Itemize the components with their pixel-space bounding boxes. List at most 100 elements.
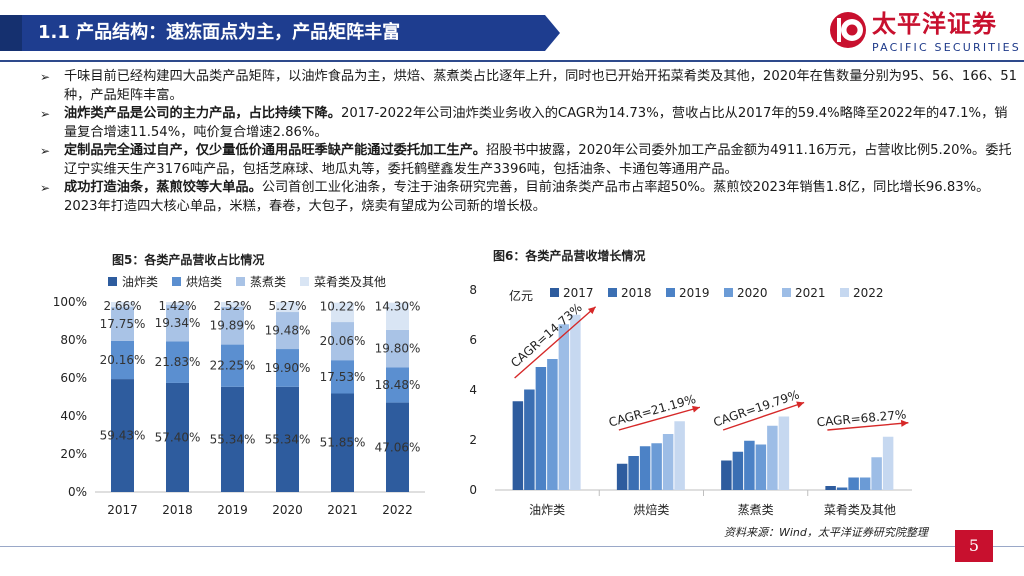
bullet-item: ➢ 成功打造油条，蒸煎饺等大单品。公司首创工业化油条，专注于油条研究完善，目前油… xyxy=(38,179,1018,216)
company-logo: 太平洋证券 PACIFIC SECURITIES xyxy=(828,6,1021,58)
bar-segment xyxy=(111,340,134,380)
x-tick-label: 2022 xyxy=(382,503,413,517)
logo-english-name: PACIFIC SECURITIES xyxy=(872,41,1021,54)
legend-label: 2018 xyxy=(621,286,652,300)
legend-swatch xyxy=(108,277,117,286)
data-label: 59.43% xyxy=(100,429,146,443)
title-banner: 1.1 产品结构：速冻面点为主，产品矩阵丰富 xyxy=(0,15,560,51)
bar-segment xyxy=(111,307,134,341)
bullet-item: ➢ 定制品完全通过自产，仅少量低价通用品旺季缺产能通过委托加工生产。招股书中披露… xyxy=(38,142,1018,179)
bullet-arrow-icon: ➢ xyxy=(40,181,51,195)
bar xyxy=(639,446,651,490)
bar-segment xyxy=(166,382,189,492)
data-label: 55.34% xyxy=(265,432,311,446)
legend-label: 油炸类 xyxy=(122,275,159,289)
x-tick-label: 2020 xyxy=(272,503,303,517)
pacific-logo-icon xyxy=(830,12,866,48)
bar-segment xyxy=(276,349,299,387)
bullet-text: 2017-2022年公司油炸类业务收入的CAGR为14.73%，营收占比从201… xyxy=(64,106,1008,140)
bullet-arrow-icon: ➢ xyxy=(40,107,51,121)
x-tick-label: 2018 xyxy=(162,503,193,517)
bar xyxy=(732,451,744,490)
cagr-arrow-head xyxy=(900,419,909,427)
cagr-arrow xyxy=(722,401,805,431)
y-axis-unit: 亿元 xyxy=(509,288,533,303)
header-divider xyxy=(0,60,1024,62)
legend-label: 2017 xyxy=(563,286,594,300)
data-label: 22.25% xyxy=(210,359,256,373)
figure5-title: 图5：各类产品营收占比情况 xyxy=(112,253,265,267)
page-title: 1.1 产品结构：速冻面点为主，产品矩阵丰富 xyxy=(38,22,401,43)
bar-segment xyxy=(331,360,354,394)
bar xyxy=(848,477,859,490)
data-label: 2.52% xyxy=(213,299,251,313)
bar-segment xyxy=(386,302,409,330)
legend-swatch xyxy=(782,288,791,297)
cagr-arrow-head xyxy=(691,405,700,413)
legend-swatch xyxy=(550,288,559,297)
y-tick-label: 20% xyxy=(60,447,87,461)
data-label: 19.89% xyxy=(210,319,256,333)
source-note: 资料来源：Wind，太平洋证券研究院整理 xyxy=(724,526,928,539)
bar xyxy=(778,416,790,490)
bullet-item: ➢ 油炸类产品是公司的主力产品，占比持续下降。2017-2022年公司油炸类业务… xyxy=(38,105,1018,142)
legend-label: 2021 xyxy=(795,286,826,300)
bar-segment xyxy=(386,329,409,368)
bar xyxy=(547,359,558,490)
legend-swatch xyxy=(724,288,733,297)
bar xyxy=(755,444,767,490)
cagr-arrow xyxy=(514,306,597,379)
bar-segment xyxy=(221,386,244,492)
legend-item: 油炸类 xyxy=(108,273,158,290)
title-banner-shape xyxy=(0,15,560,51)
cagr-arrow xyxy=(827,422,909,431)
y-tick-label: 6 xyxy=(469,333,477,347)
data-label: 17.53% xyxy=(320,370,366,384)
cagr-label: CAGR=68.27% xyxy=(816,407,907,429)
y-tick-label: 40% xyxy=(60,409,87,423)
legend-label: 2022 xyxy=(853,286,884,300)
bullet-list: ➢ 千味目前已经构建四大品类产品矩阵，以油炸食品为主，烘焙、蒸煮类占比逐年上升，… xyxy=(38,68,1018,216)
bar xyxy=(628,456,639,490)
bullet-text: 招股书中披露，2020年公司委外加工产品金额为4911.16万元，占营收比例5.… xyxy=(64,143,1012,177)
legend-swatch xyxy=(666,288,675,297)
data-label: 1.42% xyxy=(158,299,196,313)
data-label: 19.80% xyxy=(375,342,421,356)
data-label: 18.48% xyxy=(375,378,421,392)
x-tick-label: 蒸煮类 xyxy=(738,503,774,517)
x-tick-label: 菜肴类及其他 xyxy=(824,503,896,517)
bar xyxy=(882,436,894,490)
y-tick-label: 8 xyxy=(469,283,477,297)
page-number: 5 xyxy=(955,530,993,562)
data-label: 20.06% xyxy=(320,334,366,348)
data-label: 51.85% xyxy=(320,436,366,450)
x-tick-label: 油炸类 xyxy=(529,503,565,517)
legend-swatch xyxy=(172,277,182,286)
bar-segment xyxy=(276,302,299,313)
bar xyxy=(616,463,628,490)
bar-segment xyxy=(331,302,354,323)
legend-label: 烘焙类 xyxy=(186,275,223,289)
bullet-bold: 油炸类产品是公司的主力产品，占比持续下降。 xyxy=(64,106,341,121)
data-label: 55.34% xyxy=(210,432,256,446)
bullet-bold: 成功打造油条，蒸煎饺等大单品。 xyxy=(64,180,262,195)
figure6-title: 图6：各类产品营收增长情况 xyxy=(493,249,646,263)
bar xyxy=(524,389,535,490)
bar xyxy=(535,367,547,490)
bullet-text: 千味目前已经构建四大品类产品矩阵，以油炸食品为主，烘焙、蒸煮类占比逐年上升，同时… xyxy=(64,69,1018,103)
data-label: 5.27% xyxy=(268,299,306,313)
data-label: 14.30% xyxy=(375,300,421,314)
data-label: 57.40% xyxy=(155,430,201,444)
data-label: 19.48% xyxy=(265,324,311,338)
legend-swatch xyxy=(608,288,617,297)
legend-label: 菜肴类及其他 xyxy=(314,275,387,289)
bar xyxy=(570,314,581,490)
bar xyxy=(651,443,662,490)
legend-swatch xyxy=(300,277,310,286)
data-label: 20.16% xyxy=(100,353,146,367)
bar-segment xyxy=(221,302,244,307)
bar-segment xyxy=(386,402,409,492)
bar xyxy=(767,425,778,490)
x-tick-label: 烘焙类 xyxy=(633,502,669,517)
y-tick-label: 60% xyxy=(60,371,87,385)
